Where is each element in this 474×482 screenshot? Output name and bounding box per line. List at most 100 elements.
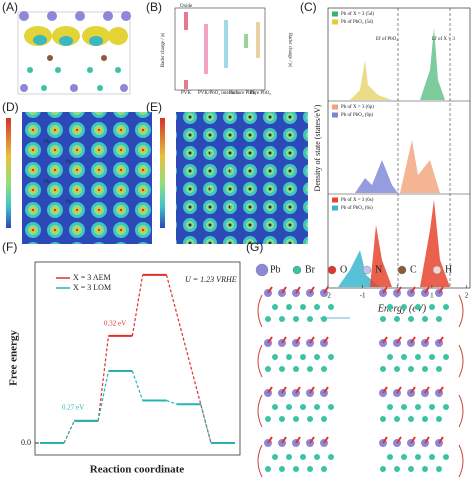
atom — [394, 366, 400, 372]
atom — [408, 366, 414, 372]
bond — [281, 286, 287, 294]
legend-label: Pb of X = 3 (6p) — [341, 105, 374, 110]
connector — [97, 370, 110, 421]
panel-label: (E) — [146, 100, 162, 114]
bond — [295, 386, 301, 394]
atom — [293, 366, 299, 372]
atom — [265, 366, 271, 372]
atom — [328, 304, 334, 310]
panel-b: Bader charge / |e| Bader charge / |e| Ox… — [161, 4, 292, 96]
atom — [307, 416, 313, 422]
colorbar — [6, 118, 11, 228]
bond — [438, 436, 444, 444]
legend-swatch — [332, 112, 338, 118]
bond — [382, 286, 388, 294]
atom-label: Pb — [66, 200, 72, 205]
connector — [131, 274, 144, 336]
atom — [429, 404, 435, 410]
atom — [286, 454, 292, 460]
structure — [264, 386, 334, 422]
pb-atoms — [19, 11, 131, 92]
x-tick-label: 1 — [430, 292, 434, 300]
connector — [131, 370, 144, 401]
axes-box — [327, 7, 471, 289]
atom — [380, 366, 386, 372]
bond — [295, 436, 301, 444]
atom — [401, 404, 407, 410]
atom-label: I — [210, 187, 212, 192]
atom — [279, 466, 285, 472]
panel-label: (F) — [2, 240, 17, 254]
atom — [272, 354, 278, 360]
bond — [382, 386, 388, 394]
atom — [307, 466, 313, 472]
legend-label: X = 3 AEM — [73, 273, 111, 282]
connector — [165, 274, 212, 444]
molecules — [47, 55, 107, 61]
atom — [408, 466, 414, 472]
atom — [422, 466, 428, 472]
bond — [267, 336, 273, 344]
atom — [380, 316, 386, 322]
structure — [264, 286, 334, 322]
atom — [286, 354, 292, 360]
atom — [321, 416, 327, 422]
atom — [422, 316, 428, 322]
atom — [387, 304, 393, 310]
atom — [443, 404, 449, 410]
legend-swatch — [332, 104, 338, 110]
bond — [267, 436, 273, 444]
charge-density — [24, 26, 128, 46]
atom — [314, 454, 320, 460]
x-tick-label: 2 — [465, 292, 469, 300]
legend-swatch — [332, 197, 338, 203]
bond — [396, 336, 402, 344]
legend-label: Pb — [270, 264, 281, 275]
atom — [314, 354, 320, 360]
atom — [321, 316, 327, 322]
x-axis-label: Reaction coordinate — [90, 464, 185, 476]
bars — [184, 12, 260, 89]
bond — [281, 436, 287, 444]
arrow — [458, 344, 464, 378]
atom — [443, 454, 449, 460]
legend-atom — [432, 265, 442, 275]
bond — [396, 386, 402, 394]
annotation: 0.32 eV — [104, 320, 126, 328]
bond — [410, 336, 416, 344]
legend-label: Pb of PbO₂ (6s) — [341, 206, 373, 211]
bond — [424, 336, 430, 344]
legend-label: C — [410, 264, 417, 275]
atom-label: I — [230, 205, 232, 210]
atom — [422, 366, 428, 372]
annotation: U = 1.23 VRHE — [185, 275, 237, 284]
atom — [394, 316, 400, 322]
colorbar — [160, 118, 165, 228]
atom — [408, 316, 414, 322]
atom — [429, 304, 435, 310]
panel-label: (B) — [146, 0, 162, 14]
bond — [410, 386, 416, 394]
atom — [443, 304, 449, 310]
legend-label: O — [340, 264, 347, 275]
x-tick-label: -2 — [325, 292, 331, 300]
category-label: PVK/PbO₂ interface — [198, 91, 240, 96]
atom — [272, 404, 278, 410]
bond — [396, 436, 402, 444]
atom — [387, 454, 393, 460]
bond — [309, 386, 315, 394]
atom-label: I — [210, 151, 212, 156]
bond — [309, 286, 315, 294]
y-tick-label: 0.0 — [21, 438, 31, 447]
bond — [323, 386, 329, 394]
arrow — [458, 394, 464, 428]
structure — [379, 436, 449, 472]
y-axis-label: Free energy — [8, 330, 20, 386]
atom — [415, 304, 421, 310]
atom — [279, 366, 285, 372]
panel-f: Free energy Reaction coordinate U = 1.23… — [8, 261, 241, 476]
atom — [293, 316, 299, 322]
atom — [300, 454, 306, 460]
bond — [410, 286, 416, 294]
